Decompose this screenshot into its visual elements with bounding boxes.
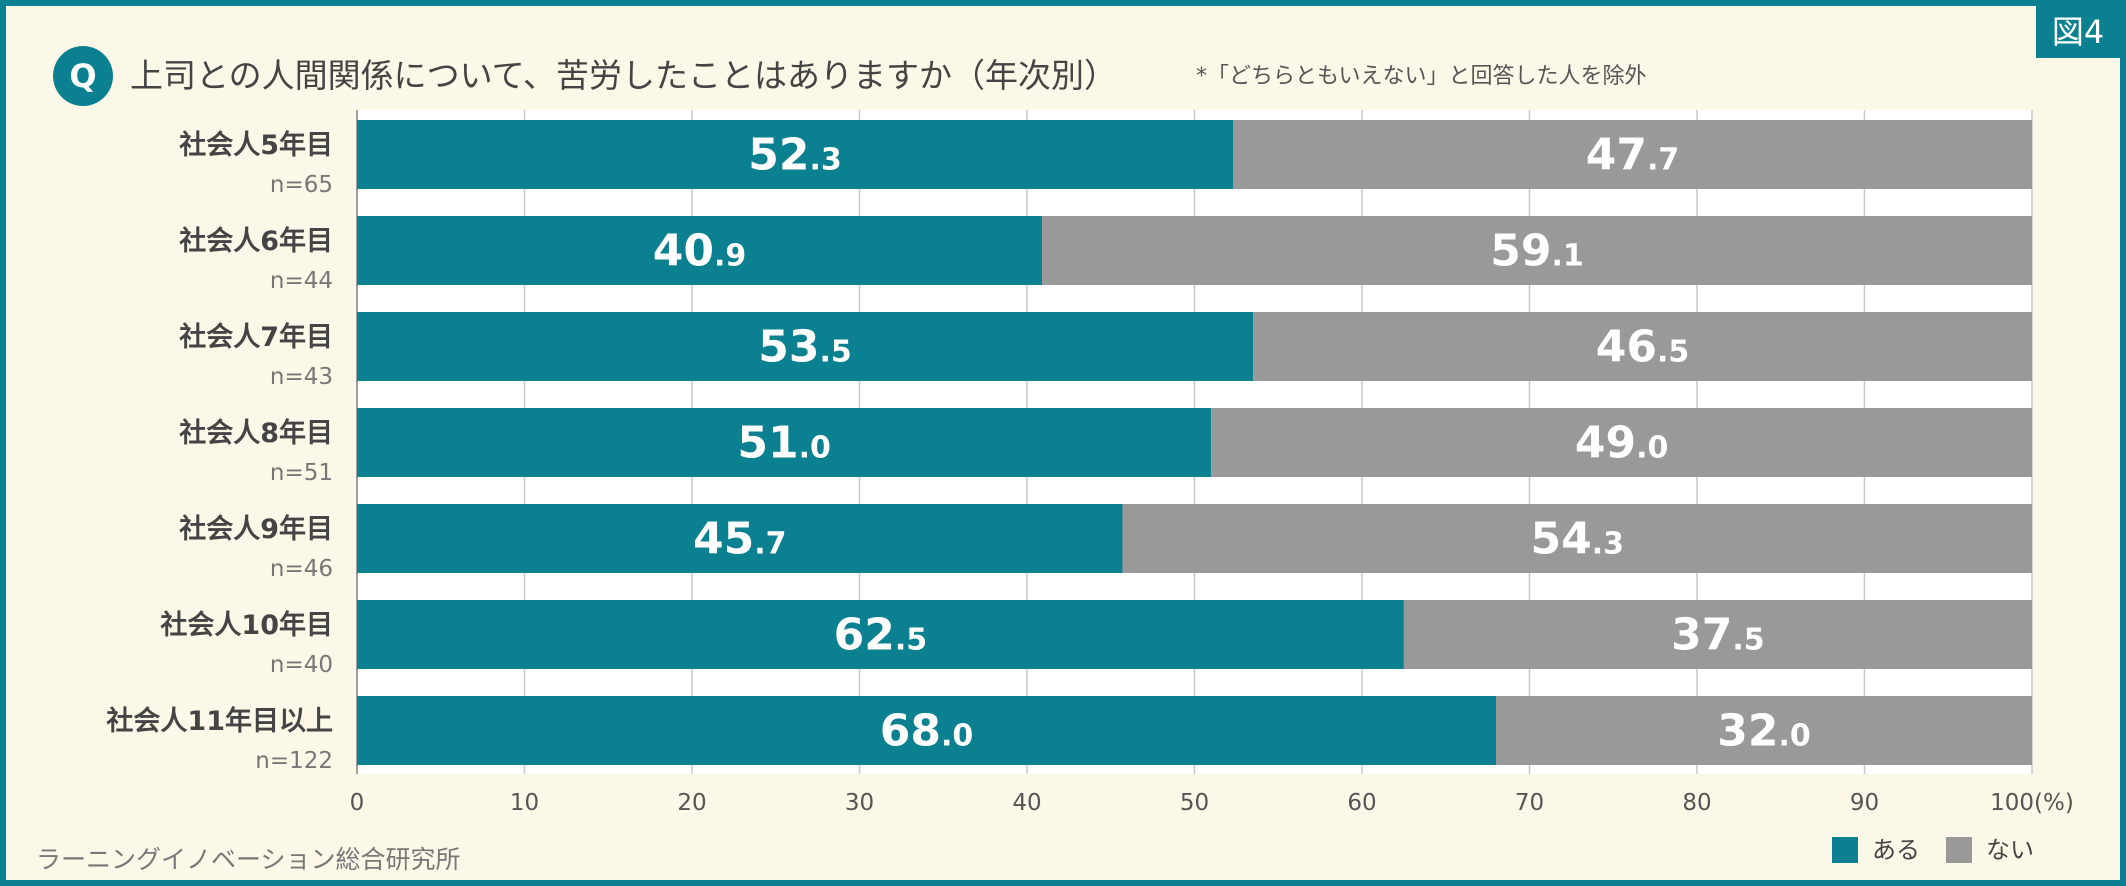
bar-nai [1233, 120, 2032, 189]
category-label: 社会人5年目 [179, 129, 333, 161]
data-label: 53.5 [758, 322, 852, 373]
bar-aru [357, 696, 1496, 765]
bar-nai [1253, 312, 2032, 381]
bar-nai [1496, 696, 2032, 765]
data-label: 45.7 [693, 514, 787, 565]
category-label: 社会人11年目以上 [106, 705, 333, 737]
data-label: 51.0 [737, 418, 831, 469]
data-label: 62.5 [834, 610, 928, 661]
bar-aru [357, 120, 1234, 189]
legend-swatch-aru [1832, 837, 1858, 863]
x-tick-label: 60 [1347, 790, 1376, 816]
question-icon: Q [53, 46, 113, 106]
source-credit: ラーニングイノベーション総合研究所 [36, 845, 461, 874]
category-label: 社会人9年目 [179, 513, 333, 545]
data-label: 49.0 [1575, 418, 1669, 469]
data-label: 54.3 [1530, 514, 1624, 565]
legend-label-nai: ない [1986, 836, 2034, 864]
sample-size-label: n=65 [270, 172, 333, 198]
data-label: 40.9 [653, 226, 747, 277]
bar-aru [357, 216, 1043, 285]
chart-title: 上司との人間関係について、苦労したことはありますか（年次別） [130, 56, 1118, 95]
data-label: 32.0 [1717, 706, 1811, 757]
data-label: 68.0 [880, 706, 974, 757]
sample-size-label: n=40 [270, 652, 333, 678]
bar-nai [1122, 504, 2032, 573]
x-tick-label: 0 [350, 790, 365, 816]
data-label: 37.5 [1671, 610, 1765, 661]
category-label: 社会人7年目 [179, 321, 333, 353]
bar-aru [357, 408, 1212, 477]
legend-label-aru: ある [1872, 836, 1920, 864]
bar-aru [357, 504, 1123, 573]
sample-size-label: n=122 [255, 748, 333, 774]
x-tick-label: 10 [510, 790, 539, 816]
data-label: 59.1 [1490, 226, 1584, 277]
sample-size-label: n=44 [270, 268, 333, 294]
figure-label: 図4 [2036, 6, 2120, 58]
x-tick-label: 90 [1850, 790, 1879, 816]
x-tick-label: 40 [1012, 790, 1041, 816]
x-tick-label: 30 [845, 790, 874, 816]
x-tick-label: 100(%) [1990, 790, 2074, 816]
category-label: 社会人6年目 [179, 225, 333, 257]
x-tick-label: 80 [1682, 790, 1711, 816]
data-label: 47.7 [1586, 130, 1680, 181]
x-tick-label: 20 [677, 790, 706, 816]
data-label: 46.5 [1596, 322, 1690, 373]
bar-aru [357, 312, 1254, 381]
sample-size-label: n=43 [270, 364, 333, 390]
data-label: 52.3 [748, 130, 842, 181]
category-label: 社会人8年目 [179, 417, 333, 449]
bar-nai [1211, 408, 2032, 477]
legend-swatch-nai [1946, 837, 1972, 863]
x-tick-label: 70 [1515, 790, 1544, 816]
chart-area: 0 10 20 30 40 50 60 70 80 90 100(%) 52.3 47.7 社会人5年目 n… [106, 110, 2074, 816]
sample-size-label: n=51 [270, 460, 333, 486]
category-label: 社会人10年目 [160, 609, 333, 641]
bar-nai [1403, 600, 2032, 669]
bar-aru [357, 600, 1404, 669]
bar-nai [1042, 216, 2032, 285]
sample-size-label: n=46 [270, 556, 333, 582]
chart-note: *「どちらともいえない」と回答した人を除外 [1196, 64, 1647, 89]
x-tick-label: 50 [1180, 790, 1209, 816]
